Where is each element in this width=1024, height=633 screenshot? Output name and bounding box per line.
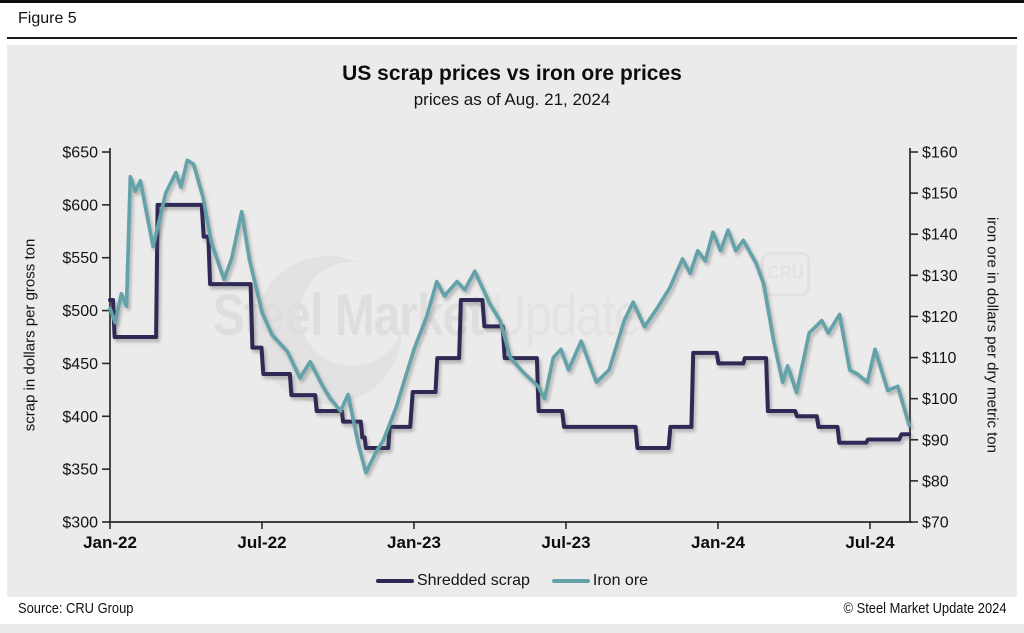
- x-axis-tick-label: Jan-22: [83, 533, 137, 552]
- series-line-iron-ore: [108, 158, 911, 475]
- legend-item-shredded-scrap: Shredded scrap: [375, 572, 530, 590]
- figure-label: Figure 5: [18, 10, 77, 27]
- window-top-border: [0, 0, 1024, 3]
- legend-line-swatch: [375, 579, 414, 583]
- legend-line-swatch: [551, 579, 590, 583]
- right-axis-tick-label: $130: [922, 268, 958, 285]
- left-axis-tick-label: $500: [62, 303, 98, 320]
- legend-label: Shredded scrap: [416, 572, 530, 589]
- legend-item-iron-ore: Iron ore: [551, 572, 649, 590]
- left-axis-tick-label: $300: [62, 515, 98, 532]
- figure-divider-line: [7, 37, 1017, 39]
- right-axis-tick-label: $140: [922, 227, 958, 244]
- watermark-text: Steel Market Update: [213, 282, 641, 349]
- chart-title: US scrap prices vs iron ore prices: [342, 62, 682, 85]
- chart-panel: [7, 45, 1017, 597]
- cru-watermark-label: CRU: [767, 263, 804, 284]
- right-axis-tick-label: $100: [922, 391, 958, 408]
- left-axis-tick-label: $550: [62, 250, 98, 267]
- chart-subtitle: prices as of Aug. 21, 2024: [413, 90, 611, 109]
- copyright-notice: © Steel Market Update 2024: [843, 600, 1006, 617]
- right-axis-tick-label: $150: [922, 186, 958, 203]
- x-axis-tick-label: Jul-22: [237, 533, 286, 552]
- left-axis-tick-label: $350: [62, 462, 98, 479]
- right-axis-tick-label: $70: [922, 515, 949, 532]
- watermark-logo-circle-cut: [300, 262, 404, 366]
- right-axis-tick-label: $120: [922, 309, 958, 326]
- right-axis-tick-label: $80: [922, 473, 949, 490]
- x-axis-tick-label: Jan-23: [387, 533, 441, 552]
- chart-legend: Shredded scrap Iron ore: [0, 572, 1024, 590]
- legend-label: Iron ore: [592, 572, 649, 589]
- right-axis-tick-label: $160: [922, 145, 958, 162]
- x-axis-tick-label: Jan-24: [691, 533, 745, 552]
- series-line-shredded-scrap: [108, 202, 912, 450]
- x-axis-tick-label: Jul-23: [541, 533, 590, 552]
- window-bottom-band: [0, 624, 1024, 633]
- right-axis-tick-label: $90: [922, 432, 949, 449]
- source-credit: Source: CRU Group: [18, 600, 134, 617]
- cru-watermark-badge: CRU: [761, 252, 810, 296]
- x-axis-tick-label: Jul-24: [845, 533, 895, 552]
- left-axis-tick-label: $450: [62, 356, 98, 373]
- left-axis-tick-label: $600: [62, 197, 98, 214]
- left-axis-tick-label: $400: [62, 409, 98, 426]
- watermark-text-light: Update: [491, 283, 641, 348]
- left-axis-tick-label: $650: [62, 145, 98, 162]
- right-axis-tick-label: $110: [922, 350, 957, 367]
